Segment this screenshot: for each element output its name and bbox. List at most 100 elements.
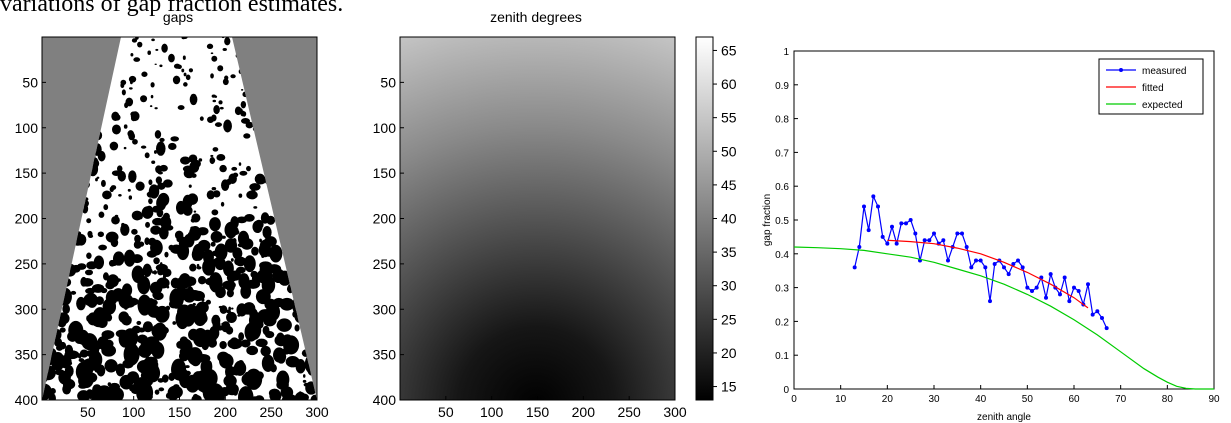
canopy-blob <box>239 170 248 176</box>
canopy-blob <box>154 389 160 395</box>
canopy-blob <box>172 75 181 85</box>
plot-xtick-label: 60 <box>1068 394 1080 405</box>
canopy-blob <box>153 150 157 154</box>
measured-point <box>1025 285 1030 290</box>
canopy-blob <box>226 279 235 293</box>
canopy-blob <box>251 189 256 193</box>
canopy-blob <box>223 374 237 388</box>
plot-series <box>793 194 1214 390</box>
canopy-blob <box>131 38 138 43</box>
canopy-blob <box>172 321 177 325</box>
canopy-blob <box>131 265 145 284</box>
canopy-blob <box>116 291 122 296</box>
canopy-blob <box>103 272 109 281</box>
gaps-ytick-label: 50 <box>22 74 38 90</box>
colorbar-tick-label: 55 <box>721 110 737 126</box>
canopy-blob <box>154 107 158 110</box>
expected-series-line <box>793 246 1214 390</box>
zenith-xtick-label: 250 <box>617 404 641 420</box>
canopy-blob <box>129 80 133 85</box>
plot-ytick-label: 0.4 <box>775 250 789 261</box>
canopy-blob <box>187 193 199 205</box>
canopy-blob <box>232 388 239 396</box>
plot-ytick-label: 1 <box>783 47 789 58</box>
canopy-blob <box>215 286 226 299</box>
canopy-blob <box>156 208 164 218</box>
measured-point <box>852 265 857 270</box>
canopy-blob <box>277 323 282 326</box>
canopy-blob <box>137 279 141 282</box>
measured-point <box>964 245 969 250</box>
canopy-blob <box>222 78 229 86</box>
canopy-blob <box>211 55 218 62</box>
canopy-blob <box>224 238 238 253</box>
colorbar-tick-label: 15 <box>721 379 737 395</box>
plot-ytick-label: 0.9 <box>775 81 789 92</box>
canopy-blob <box>207 375 216 384</box>
canopy-blob <box>218 100 223 105</box>
canopy-blob <box>159 262 163 266</box>
canopy-blob <box>187 276 194 282</box>
canopy-blob <box>148 198 153 205</box>
canopy-blob <box>141 206 154 219</box>
colorbar-tick-label: 20 <box>721 345 737 361</box>
gapfraction-panel: 0 10 20 30 40 50 60 70 80 90 0 0.1 0.2 0.3 0.4 0.5 0.6 0.… <box>762 47 1220 423</box>
canopy-blob <box>86 252 92 259</box>
canopy-blob <box>109 141 119 151</box>
canopy-blob <box>74 331 85 344</box>
canopy-blob <box>156 195 167 211</box>
canopy-blob <box>255 371 264 380</box>
canopy-blob <box>70 290 77 295</box>
canopy-blob <box>88 234 94 238</box>
canopy-blob <box>153 270 158 275</box>
canopy-blob <box>106 274 119 288</box>
canopy-blob <box>206 190 215 200</box>
canopy-blob <box>188 328 199 341</box>
canopy-blob <box>68 361 73 366</box>
canopy-blob <box>155 176 163 185</box>
canopy-blob <box>295 359 306 374</box>
zenith-xtick-label: 150 <box>526 404 550 420</box>
canopy-blob <box>105 313 113 322</box>
canopy-blob <box>151 324 165 339</box>
canopy-blob <box>104 359 118 373</box>
gaps-ticks: 50 100 150 200 250 300 50 100 150 200 250 300 350 400 <box>15 74 329 420</box>
plot-ytick-label: 0.5 <box>775 216 789 227</box>
canopy-blob <box>231 307 234 310</box>
measured-point <box>1030 288 1034 293</box>
canopy-blob <box>224 75 229 81</box>
canopy-blob <box>294 324 300 332</box>
canopy-blob <box>210 388 225 400</box>
canopy-blob <box>188 68 194 73</box>
canopy-blob <box>231 166 238 171</box>
measured-point <box>932 231 936 236</box>
zenith-ytick-label: 300 <box>373 301 397 317</box>
canopy-blob <box>258 340 263 344</box>
canopy-blob <box>168 372 176 381</box>
canopy-blob <box>130 52 134 57</box>
canopy-blob <box>116 165 123 173</box>
measured-point <box>1048 272 1053 277</box>
zenith-ytick-label: 150 <box>373 165 397 181</box>
canopy-blob <box>189 93 198 106</box>
canopy-blob <box>264 330 275 339</box>
canopy-blob <box>154 130 162 139</box>
plot-xtick-label: 0 <box>791 394 797 405</box>
measured-point <box>880 234 885 239</box>
canopy-blob <box>286 286 292 293</box>
canopy-blob <box>135 181 145 191</box>
canopy-blob <box>214 257 226 271</box>
zenith-ytick-label: 100 <box>373 120 397 136</box>
canopy-blob <box>229 290 234 296</box>
canopy-blob <box>232 172 239 178</box>
canopy-blob <box>167 385 183 399</box>
canopy-blob <box>220 201 225 207</box>
canopy-blob <box>100 287 108 294</box>
zenith-ytick-label: 250 <box>373 256 397 272</box>
plot-ytick-label: 0.7 <box>775 148 789 159</box>
canopy-blob <box>122 359 134 369</box>
canopy-blob <box>164 251 169 258</box>
zenith-ytick-label: 350 <box>373 347 397 363</box>
canopy-blob <box>145 355 150 361</box>
canopy-blob <box>191 248 201 261</box>
